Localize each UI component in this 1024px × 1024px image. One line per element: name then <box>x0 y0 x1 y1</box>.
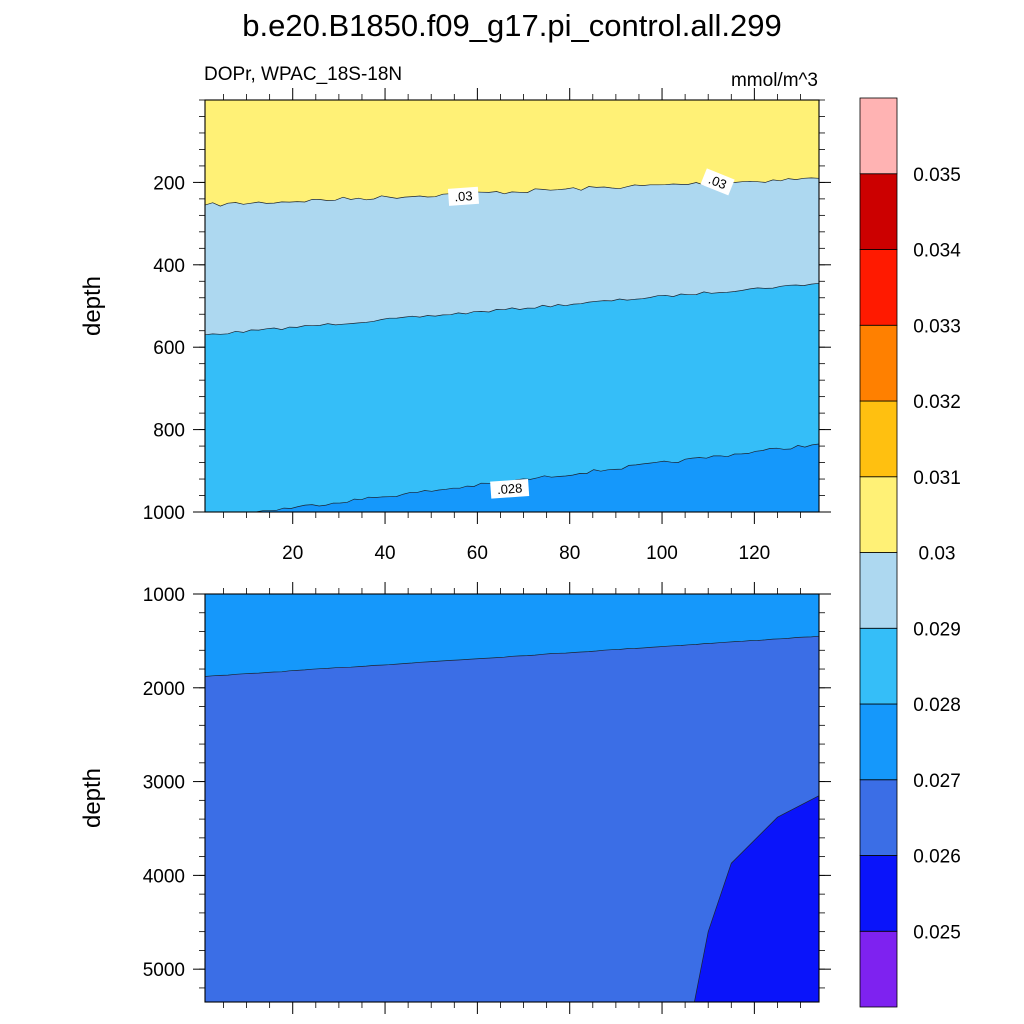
x-tick-label: 60 <box>467 543 488 564</box>
contour-line <box>205 635 819 677</box>
y-axis-label: depth <box>79 768 106 828</box>
contour-fill-band <box>694 795 819 1002</box>
contour-label-text: .03 <box>706 172 728 193</box>
colorbar-label: 0.034 <box>913 241 961 262</box>
y-tick-label: 200 <box>153 173 185 194</box>
y-tick-label: 2000 <box>143 679 185 700</box>
contour-label: .028 <box>490 478 530 499</box>
contour-fill-band <box>205 636 819 1002</box>
colorbar-swatch <box>859 97 898 175</box>
colorbar-label: 0.03 <box>919 544 956 565</box>
contour-line <box>205 282 819 336</box>
figure-title: b.e20.B1850.f09_g17.pi_control.all.299 <box>242 8 782 43</box>
y-tick-label: 1000 <box>143 503 185 524</box>
x-tick-label: 120 <box>739 543 771 564</box>
contour-label-box <box>447 186 480 206</box>
colorbar-swatch <box>859 173 898 250</box>
y-tick-label: 800 <box>153 421 185 442</box>
colorbar-label: 0.025 <box>913 922 961 943</box>
panel-frame <box>204 99 820 513</box>
upper-depth-panel: .03 .03 .028 200 400 600 800 1000 depth 20 40 60 80 1… <box>79 88 831 564</box>
right-subtitle: mmol/m^3 <box>731 70 818 91</box>
contour-line <box>694 795 819 1002</box>
colorbar-label: 0.035 <box>913 165 961 186</box>
y-tick-label: 4000 <box>143 866 185 887</box>
colorbar-label: 0.027 <box>913 771 961 792</box>
contour-fill-band <box>205 283 819 512</box>
y-tick-label: 5000 <box>143 960 185 981</box>
colorbar-label: 0.031 <box>913 468 961 489</box>
contour-label: .03 <box>700 168 735 196</box>
contour-label-box <box>490 478 530 499</box>
y-tick-label: 3000 <box>143 773 185 794</box>
panel-frame <box>204 593 820 1003</box>
left-subtitle: DOPr, WPAC_18S-18N <box>204 64 402 85</box>
y-tick-label: 400 <box>153 256 185 277</box>
colorbar-swatch <box>859 552 898 629</box>
y-tick-label: 1000 <box>143 585 185 606</box>
colorbar-swatch <box>859 476 898 553</box>
colorbar-label: 0.028 <box>913 695 961 716</box>
colorbar: 0.025 0.026 0.027 0.028 0.029 0.03 0.031 0.032 0… <box>859 97 961 1008</box>
x-tick-label: 40 <box>374 543 395 564</box>
colorbar-swatch <box>859 703 898 781</box>
colorbar-swatch <box>859 400 898 478</box>
contour-line <box>255 443 819 512</box>
colorbar-swatch <box>859 779 898 856</box>
y-tick-label: 600 <box>153 338 185 359</box>
colorbar-swatch <box>859 855 898 932</box>
y-axis-label: depth <box>79 276 106 336</box>
colorbar-swatch <box>859 930 898 1008</box>
colorbar-swatch <box>859 324 898 402</box>
x-tick-label: 20 <box>282 543 303 564</box>
colorbar-label: 0.029 <box>913 619 961 640</box>
colorbar-label: 0.033 <box>913 316 961 337</box>
x-tick-label: 100 <box>646 543 678 564</box>
colorbar-swatch <box>859 249 898 326</box>
contour-label-text: .03 <box>454 188 473 204</box>
colorbar-label: 0.032 <box>913 392 961 413</box>
x-tick-label: 80 <box>559 543 580 564</box>
panel-plot-area <box>205 594 819 1002</box>
contour-label: .03 <box>447 186 480 206</box>
colorbar-label: 0.026 <box>913 847 961 868</box>
panel-plot-area: .03 .03 .028 <box>205 100 819 512</box>
contour-label-text: .028 <box>497 480 523 497</box>
contour-label-box <box>700 168 735 196</box>
colorbar-swatch <box>859 627 898 705</box>
lower-depth-panel: 1000 2000 3000 4000 5000 depth <box>79 582 831 1014</box>
